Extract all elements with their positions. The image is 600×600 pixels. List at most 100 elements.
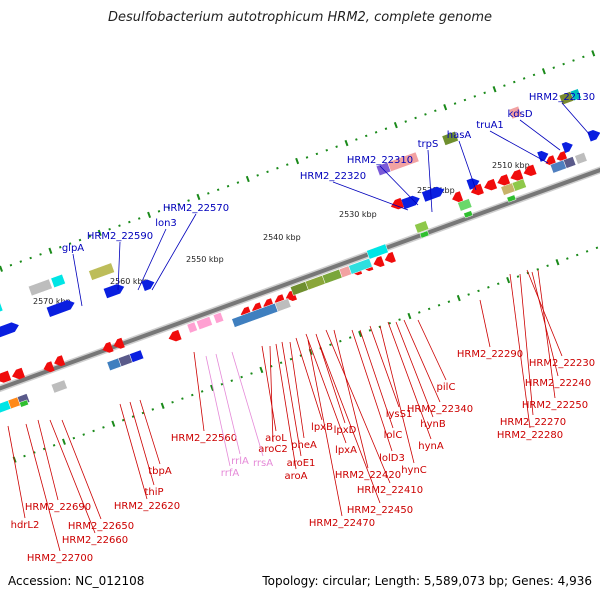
label-leader-line <box>387 321 432 440</box>
tick-mark-inner <box>269 365 273 368</box>
label-leader-line <box>403 319 441 403</box>
gene-label: lysS1 <box>386 409 413 420</box>
tick-mark-inner <box>42 447 46 451</box>
gene-label: HRM2_22700 <box>27 553 93 564</box>
tick-mark-inner <box>250 372 253 375</box>
tick-mark-outer <box>19 260 23 263</box>
tick-mark-inner <box>516 275 520 278</box>
gene-segment <box>574 152 588 165</box>
gene-box <box>508 105 523 120</box>
gene-green-mark <box>19 399 29 408</box>
rna-gene-label: rrlA <box>231 456 249 467</box>
reverse-gene-arrow <box>168 329 182 342</box>
gene-label: thiP <box>144 487 163 498</box>
gene-box <box>50 273 66 289</box>
gene-label: HRM2_22620 <box>114 501 180 512</box>
tick-mark-outer <box>58 245 62 249</box>
label-leader-line <box>25 423 61 552</box>
kbp-label: 2550 kbp <box>186 255 224 264</box>
gene-label: lon3 <box>155 218 177 229</box>
forward-gene-arrow <box>401 195 420 210</box>
tick-mark-inner <box>171 400 174 404</box>
reverse-gene-arrow <box>43 361 55 373</box>
tick-mark-outer <box>591 50 596 57</box>
tick-mark-outer <box>108 227 111 231</box>
label-leader-line <box>333 329 369 469</box>
reverse-gene-arrow <box>12 367 25 380</box>
tick-mark-outer <box>256 174 259 177</box>
tick-mark-inner <box>230 379 234 382</box>
gene-label: lpxB <box>311 422 333 433</box>
backbone-line <box>0 167 600 391</box>
gene-label: aroE1 <box>287 458 316 469</box>
gene-label: lolD3 <box>379 453 405 464</box>
gene-label: HRM2_22470 <box>309 518 375 529</box>
reverse-gene-arrow <box>510 169 524 181</box>
tick-mark-inner <box>160 402 165 409</box>
tick-mark-inner <box>536 268 540 271</box>
tick-mark-outer <box>552 66 556 69</box>
gene-label: hynC <box>401 465 427 476</box>
tick-mark-outer <box>463 98 467 102</box>
label-leader-line <box>479 299 491 348</box>
tick-mark-outer <box>147 211 152 219</box>
tick-mark-outer <box>157 210 161 213</box>
label-leader-line <box>332 181 409 211</box>
tick-mark-inner <box>289 357 293 361</box>
forward-gene-arrow <box>537 150 549 162</box>
label-leader-line <box>129 401 155 486</box>
accession-label: Accession: NC_012108 <box>8 574 145 588</box>
tick-mark-outer <box>483 91 486 95</box>
tick-mark-inner <box>92 429 95 433</box>
kbp-label: 2540 kbp <box>263 233 301 242</box>
label-leader-line <box>7 425 26 519</box>
tick-mark-outer <box>335 145 338 148</box>
tick-mark-inner <box>141 411 145 415</box>
label-leader-line <box>275 343 297 470</box>
tick-mark-inner <box>131 415 135 418</box>
gene-segment <box>129 349 145 363</box>
label-leader-line <box>359 329 394 429</box>
gene-label: pilC <box>437 382 456 393</box>
tick-mark-outer <box>118 224 121 227</box>
kbp-label: 2560 kbp <box>110 277 148 286</box>
tick-mark-outer <box>473 95 477 98</box>
gene-segment <box>212 311 225 324</box>
tick-mark-inner <box>191 393 194 397</box>
label-leader-line <box>231 351 264 457</box>
tick-mark-outer <box>572 59 575 62</box>
label-leader-line <box>379 165 419 206</box>
tick-mark-outer <box>29 256 32 260</box>
gene-segment <box>186 321 198 334</box>
tick-mark-outer <box>128 220 131 224</box>
rna-gene-label: rrfA <box>221 468 240 479</box>
tick-mark-outer <box>48 247 53 254</box>
label-leader-line <box>117 241 121 291</box>
tick-mark-inner <box>437 303 441 307</box>
gene-segment <box>50 379 68 394</box>
tick-mark-outer <box>355 138 358 141</box>
label-leader-line <box>509 273 531 429</box>
tick-mark-inner <box>348 336 352 339</box>
gene-label: HRM2_22570 <box>163 203 229 214</box>
tick-mark-outer <box>384 127 388 130</box>
tick-mark-outer <box>582 55 585 59</box>
tick-mark-inner <box>52 444 56 447</box>
gene-box <box>88 262 115 281</box>
gene-label: lpxD <box>334 425 357 436</box>
tick-mark-outer <box>522 77 526 80</box>
tick-mark-outer <box>0 265 4 272</box>
gene-label: kdsD <box>507 109 532 120</box>
tick-mark-outer <box>325 148 329 152</box>
gene-box <box>441 130 459 146</box>
tick-mark-inner <box>259 366 264 374</box>
tick-mark-outer <box>285 163 289 166</box>
gene-label: truA1 <box>476 120 504 131</box>
label-leader-line <box>295 337 323 421</box>
kbp-label: 2530 kbp <box>339 210 377 219</box>
gene-label: hynA <box>418 441 444 452</box>
reverse-gene-arrow <box>0 370 12 383</box>
label-leader-line <box>369 325 400 408</box>
gene-label: pheA <box>291 440 317 451</box>
tick-mark-inner <box>456 294 461 302</box>
